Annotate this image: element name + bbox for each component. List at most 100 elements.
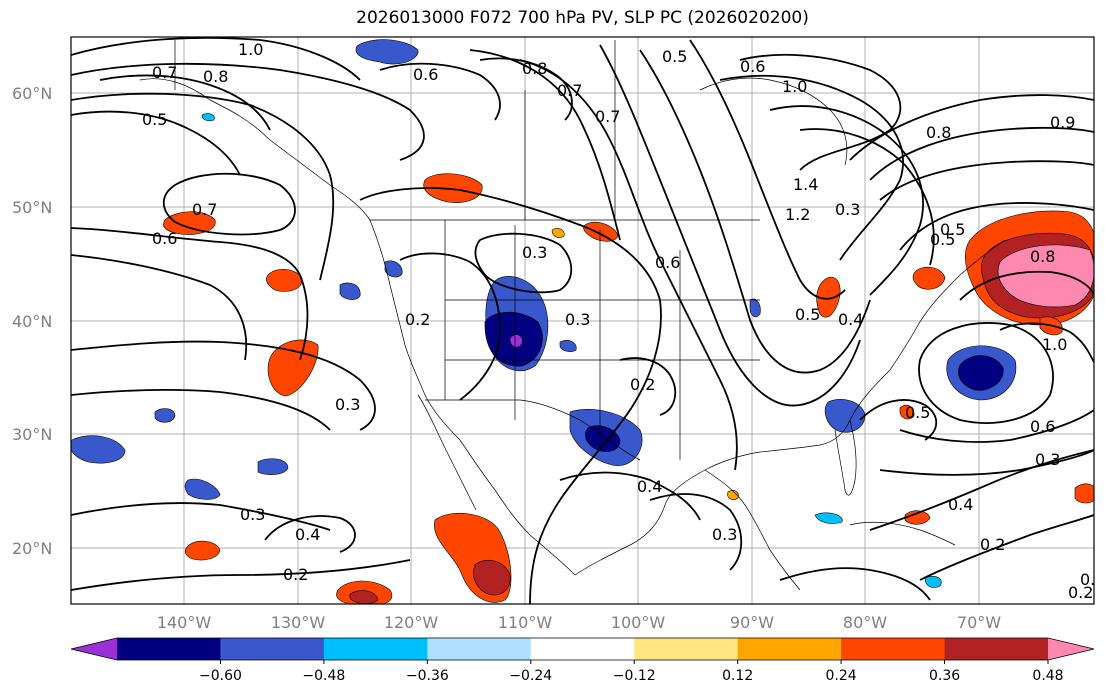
colorbar-tick-label: 0.12 [722,668,753,684]
contour-south-02 [71,559,411,591]
lat-label: 20°N [12,539,52,558]
contour-label: 0.5 [905,403,930,422]
lon-label: 100°W [611,613,666,632]
contour-atl-02 [919,514,1094,581]
contour-label: 0.5 [662,47,687,66]
contour-label: 0.8 [522,59,547,78]
contour-label: 0.7 [192,200,217,219]
contour-sw-02 [779,567,931,601]
contour-label: 0.7 [152,63,177,82]
colorbar-segment [737,638,842,660]
contour-trough-1 [639,49,871,374]
contour-ridge-3 [769,105,924,296]
coastline-west [369,219,576,576]
contour-ne-3 [879,160,1094,201]
contour-label: 0.4 [295,525,320,544]
contour-label: 0.5 [142,110,167,129]
contour-bc-08 [479,57,573,121]
contour-nw-2 [71,62,425,161]
contour-label: 1.0 [1042,335,1067,354]
pv-blob-neg-pacific-3 [257,458,289,475]
contour-label: 0.5 [940,220,965,239]
lat-label: 40°N [12,312,52,331]
pv-blob-neg-pacific-2 [184,478,221,500]
contour-ridge-1 [739,53,902,171]
colorbar-segment [944,638,1049,660]
lon-label: 90°W [730,613,774,632]
contour-label: 0.5 [930,230,955,249]
pv-blob-neg-baja [355,39,419,65]
lat-label: 30°N [12,425,52,444]
map-title: 2026013000 F072 700 hPa PV, SLP PC (2026… [356,8,809,28]
contour-e-1.0 [959,270,1094,301]
contour-label: 0.4 [637,477,662,496]
contour-ne-1 [849,94,1094,161]
contour-label: 1.4 [793,175,818,194]
pv-blob-pos-ne [912,266,946,290]
pv-blob-neg-florida [824,399,866,433]
contour-label: 0.3 [522,243,547,262]
contour-label: 0.3 [240,505,265,524]
contour-label: 0.2 [630,375,655,394]
pv-blob-pos-pac1 [163,211,216,235]
pv-blob-neg-cuba [814,512,843,524]
pv-blob-pos-mx [727,490,739,500]
contour-gulf-03 [649,493,743,571]
contour-label: 1.0 [238,40,263,59]
coastline-cuba [849,521,956,546]
contour-label: 0.5 [795,305,820,324]
colorbar-arrow-max [1048,638,1094,660]
contour-ak-05 [71,110,241,176]
contour-se-05 [859,399,938,441]
contour-ridge-4 [799,128,935,266]
contour-label: 0.6 [413,65,438,84]
lat-label: 50°N [12,198,52,217]
contour-label: 0.3 [712,525,737,544]
colorbar-segment [117,638,221,660]
colorbar-tick-label: 0.48 [1032,668,1063,684]
pv-blob-neg-ak [201,113,215,122]
contour-trough-3 [689,39,846,300]
colorbar-tick-label: 0.24 [826,668,857,684]
pv-blob-neg-rockies-peak [509,334,523,348]
contour-label: 0.2 [283,565,308,584]
contour-label: 0.8 [203,67,228,86]
pv-blob-neg-texas-core [585,425,621,453]
contour-gulf-04 [559,471,701,521]
contour-e-1.0b [999,322,1094,363]
lon-label: 70°W [957,613,1001,632]
contour-label: 0.6 [152,229,177,248]
coastline-hudson [699,77,848,166]
contour-label: 0.3 [1035,450,1060,469]
contour-mid-03 [71,388,331,431]
coastline-yucatan [704,469,801,591]
coastline-alaska [139,78,371,221]
contour-ak-07 [99,74,271,131]
pv-blob-pos-gulf [899,404,915,420]
plot-frame [70,36,1095,605]
contour-label: 0.3 [565,310,590,329]
contour-label: 0.3 [335,395,360,414]
contour-label: 0.2 [1080,570,1105,589]
contour-label: 0.4 [948,495,973,514]
pv-blob-pos-bc [423,173,483,203]
contour-label: 0.2 [405,310,430,329]
contour-bc-06 [379,62,501,121]
colorbar-tick-label: −0.36 [406,668,449,684]
contour-gulf-02 [619,357,677,416]
contour-south-03 [71,502,331,531]
lat-labels: 60°N 50°N 40°N 30°N 20°N [12,84,52,558]
lon-labels: 140°W 130°W 120°W 110°W 100°W 90°W 80°W … [157,613,1001,632]
lon-label: 120°W [384,613,439,632]
colorbar-segment [220,638,325,660]
colorbar-tick-label: −0.48 [302,668,345,684]
pv-blob-pos-atl-peak [997,244,1094,308]
contour-label: 0.6 [740,57,765,76]
contour-mid-02 [71,340,376,431]
contour-0.6-mid [519,59,738,471]
pv-blob-pos-co [551,228,565,238]
contour-0.7-mid [469,49,621,241]
pv-blob-pos-south-core [473,559,511,596]
contour-atl-04 [869,449,1094,531]
